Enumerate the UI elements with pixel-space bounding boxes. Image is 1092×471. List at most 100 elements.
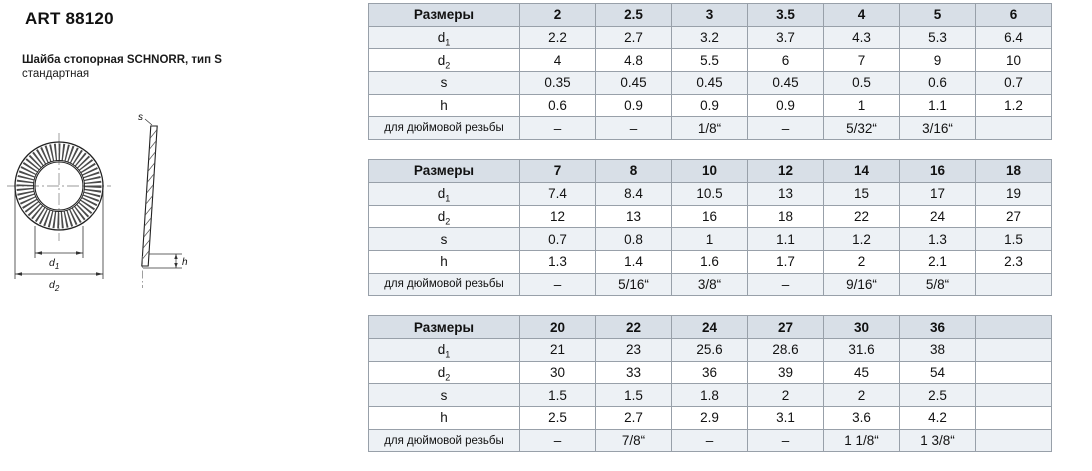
washer-front-view bbox=[7, 133, 111, 241]
arrowhead bbox=[174, 263, 178, 268]
value-cell: 1.8 bbox=[671, 383, 748, 407]
value-cell: 2.3 bbox=[975, 249, 1052, 274]
row-label: d2 bbox=[368, 48, 520, 73]
arrowhead bbox=[35, 251, 42, 255]
value-cell: 18 bbox=[747, 204, 824, 229]
size-column-header: 12 bbox=[747, 159, 824, 183]
value-cell: – bbox=[519, 272, 596, 297]
dimension-row: h 1.3 1.4 1.6 1.7 2 2.1 2.3 bbox=[368, 249, 1052, 274]
arrowhead bbox=[174, 254, 178, 259]
row-label: h bbox=[368, 93, 520, 118]
arrowhead bbox=[15, 272, 22, 276]
value-cell: 1.2 bbox=[975, 93, 1052, 118]
value-cell: 38 bbox=[899, 337, 976, 362]
d1-dimension bbox=[34, 226, 84, 258]
value-cell: 12 bbox=[519, 204, 596, 229]
value-cell: 9 bbox=[899, 48, 976, 73]
dimensions-table-medium-sizes: Размеры 7 8 10 12 14 16 18 d1 7.4 8.4 10.5 13 15 17 19 d… bbox=[368, 159, 1052, 297]
value-cell: 22 bbox=[823, 204, 900, 229]
value-cell: 5.5 bbox=[671, 48, 748, 73]
value-cell: 1 1/8“ bbox=[823, 428, 900, 453]
value-cell: – bbox=[747, 272, 824, 297]
dimension-row: h 0.6 0.9 0.9 0.9 1 1.1 1.2 bbox=[368, 93, 1052, 118]
d2-label: d2 bbox=[49, 279, 60, 293]
value-cell: 13 bbox=[747, 181, 824, 206]
value-cell: 0.7 bbox=[975, 71, 1052, 95]
value-cell: – bbox=[671, 428, 748, 453]
size-column-header: 8 bbox=[595, 159, 672, 183]
value-cell: – bbox=[519, 116, 596, 141]
value-cell: 45 bbox=[823, 360, 900, 385]
value-cell: 1.5 bbox=[595, 383, 672, 407]
row-label: d1 bbox=[368, 25, 520, 50]
value-cell: 8.4 bbox=[595, 181, 672, 206]
value-cell: 3.2 bbox=[671, 25, 748, 50]
technical-drawing: d1 d2 s bbox=[7, 112, 188, 293]
value-cell bbox=[975, 428, 1052, 453]
value-cell: 0.6 bbox=[899, 71, 976, 95]
table-header-row: Размеры 2 2.5 3 3.5 4 5 6 bbox=[368, 3, 1052, 27]
value-cell: 28.6 bbox=[747, 337, 824, 362]
value-cell: – bbox=[747, 116, 824, 141]
washer-side-view: s h bbox=[138, 112, 188, 288]
dimensions-table-small-sizes: Размеры 2 2.5 3 3.5 4 5 6 d1 2.2 2.7 3.2 3.7 4.3 5.3 6.… bbox=[368, 3, 1052, 141]
section-hatching bbox=[142, 129, 157, 260]
value-cell: 2 bbox=[823, 249, 900, 274]
size-column-header: 27 bbox=[747, 315, 824, 339]
row-label: d1 bbox=[368, 337, 520, 362]
value-cell: 2.7 bbox=[595, 406, 672, 430]
value-cell: 3.7 bbox=[747, 25, 824, 50]
dimension-row: для дюймовой резьбы – –1/8“ –5/32“ 3/16“ bbox=[368, 116, 1052, 141]
value-cell: 17 bbox=[899, 181, 976, 206]
value-cell: 2.2 bbox=[519, 25, 596, 50]
dimension-row: d2 4 4.8 5.5 6 7 9 10 bbox=[368, 48, 1052, 73]
value-cell: – bbox=[519, 428, 596, 453]
value-cell: – bbox=[747, 428, 824, 453]
row-label: h bbox=[368, 249, 520, 274]
value-cell: 24 bbox=[899, 204, 976, 229]
sizes-header-cell: Размеры bbox=[368, 3, 520, 27]
value-cell: 3.1 bbox=[747, 406, 824, 430]
value-cell: 0.45 bbox=[671, 71, 748, 95]
value-cell: 10 bbox=[975, 48, 1052, 73]
row-label: d1 bbox=[368, 181, 520, 206]
value-cell: 19 bbox=[975, 181, 1052, 206]
dimension-row: d2 12 13 16 18 22 24 27 bbox=[368, 204, 1052, 229]
size-column-header: 36 bbox=[899, 315, 976, 339]
size-column-header: 2 bbox=[519, 3, 596, 27]
dimension-row: s 0.7 0.8 1 1.1 1.2 1.3 1.5 bbox=[368, 227, 1052, 251]
d2-dimension bbox=[14, 191, 104, 279]
value-cell: 30 bbox=[519, 360, 596, 385]
value-cell: 0.9 bbox=[747, 93, 824, 118]
h-label: h bbox=[182, 257, 188, 268]
value-cell: 2 bbox=[747, 383, 824, 407]
value-cell: 5/16“ bbox=[595, 272, 672, 297]
product-name: Шайба стопорная SCHNORR, тип S bbox=[22, 54, 222, 66]
value-cell: 5.3 bbox=[899, 25, 976, 50]
size-column-header bbox=[975, 315, 1052, 339]
value-cell: 0.45 bbox=[595, 71, 672, 95]
dimension-row: d1 2.2 2.7 3.2 3.7 4.3 5.3 6.4 bbox=[368, 25, 1052, 50]
dimension-row: для дюймовой резьбы –5/16“ 3/8“ –9/16“ 5/8“ bbox=[368, 272, 1052, 297]
value-cell: 3/8“ bbox=[671, 272, 748, 297]
sizes-header-cell: Размеры bbox=[368, 159, 520, 183]
h-dimension bbox=[143, 253, 182, 269]
size-column-header: 16 bbox=[899, 159, 976, 183]
size-column-header: 4 bbox=[823, 3, 900, 27]
dimensions-table-large-sizes: Размеры 20 22 24 27 30 36 d1 21 23 25.6 28.6 31.6 38 d… bbox=[368, 315, 1052, 453]
s-label: s bbox=[138, 112, 143, 123]
value-cell bbox=[975, 337, 1052, 362]
value-cell: 15 bbox=[823, 181, 900, 206]
s-leader-line bbox=[144, 118, 153, 126]
value-cell: 16 bbox=[671, 204, 748, 229]
value-cell: 31.6 bbox=[823, 337, 900, 362]
value-cell: 21 bbox=[519, 337, 596, 362]
value-cell: 0.9 bbox=[671, 93, 748, 118]
dimension-row: h 2.5 2.7 2.9 3.1 3.6 4.2 bbox=[368, 406, 1052, 430]
size-column-header: 18 bbox=[975, 159, 1052, 183]
value-cell: 1.5 bbox=[519, 383, 596, 407]
row-label: s bbox=[368, 71, 520, 95]
value-cell: 1/8“ bbox=[671, 116, 748, 141]
dimension-tables: Размеры 2 2.5 3 3.5 4 5 6 d1 2.2 2.7 3.2 3.7 4.3 5.3 6.… bbox=[368, 3, 1052, 471]
size-column-header: 20 bbox=[519, 315, 596, 339]
